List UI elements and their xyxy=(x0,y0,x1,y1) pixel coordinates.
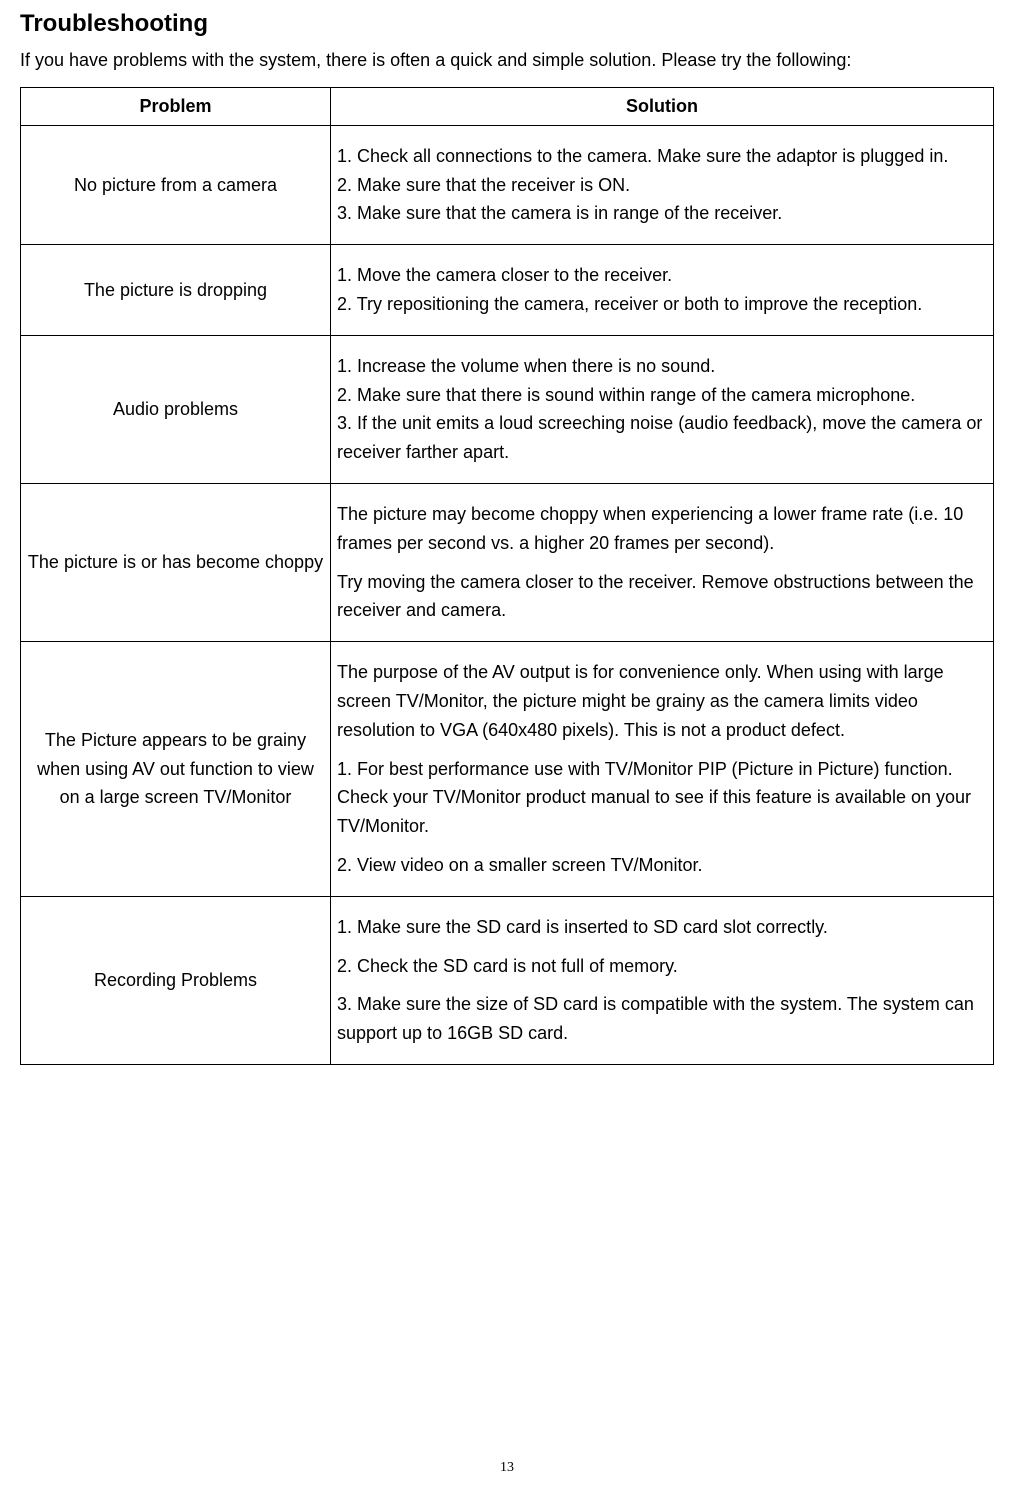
problem-cell: The picture is or has become choppy xyxy=(21,483,331,641)
problem-cell: Audio problems xyxy=(21,335,331,483)
solution-cell: 1. Check all connections to the camera. … xyxy=(331,125,994,244)
header-solution: Solution xyxy=(331,88,994,126)
table-row: The picture is or has become choppyThe p… xyxy=(21,483,994,641)
solution-text: 1. Increase the volume when there is no … xyxy=(337,352,987,467)
solution-cell: 1. Move the camera closer to the receive… xyxy=(331,245,994,336)
table-body: No picture from a camera1. Check all con… xyxy=(21,125,994,1064)
solution-cell: 1. Increase the volume when there is no … xyxy=(331,335,994,483)
solution-text: 1. Make sure the SD card is inserted to … xyxy=(337,913,987,942)
solution-text: 2. Check the SD card is not full of memo… xyxy=(337,952,987,981)
problem-cell: Recording Problems xyxy=(21,896,331,1064)
table-row: Recording Problems1. Make sure the SD ca… xyxy=(21,896,994,1064)
troubleshooting-table: Problem Solution No picture from a camer… xyxy=(20,87,994,1065)
solution-text: 3. Make sure the size of SD card is comp… xyxy=(337,990,987,1048)
solution-text: The picture may become choppy when exper… xyxy=(337,500,987,558)
intro-text: If you have problems with the system, th… xyxy=(20,50,994,71)
solution-text: 1. Move the camera closer to the receive… xyxy=(337,261,987,319)
solution-cell: The picture may become choppy when exper… xyxy=(331,483,994,641)
solution-text: The purpose of the AV output is for conv… xyxy=(337,658,987,744)
table-row: No picture from a camera1. Check all con… xyxy=(21,125,994,244)
header-problem: Problem xyxy=(21,88,331,126)
problem-cell: The picture is dropping xyxy=(21,245,331,336)
page-number: 13 xyxy=(500,1460,514,1476)
table-row: Audio problems1. Increase the volume whe… xyxy=(21,335,994,483)
solution-cell: 1. Make sure the SD card is inserted to … xyxy=(331,896,994,1064)
problem-cell: The Picture appears to be grainy when us… xyxy=(21,642,331,897)
page-heading: Troubleshooting xyxy=(20,10,994,38)
solution-text: 2. View video on a smaller screen TV/Mon… xyxy=(337,851,987,880)
table-row: The Picture appears to be grainy when us… xyxy=(21,642,994,897)
problem-cell: No picture from a camera xyxy=(21,125,331,244)
solution-text: Try moving the camera closer to the rece… xyxy=(337,568,987,626)
solution-text: 1. Check all connections to the camera. … xyxy=(337,142,987,228)
table-header-row: Problem Solution xyxy=(21,88,994,126)
solution-cell: The purpose of the AV output is for conv… xyxy=(331,642,994,897)
solution-text: 1. For best performance use with TV/Moni… xyxy=(337,755,987,841)
table-row: The picture is dropping1. Move the camer… xyxy=(21,245,994,336)
